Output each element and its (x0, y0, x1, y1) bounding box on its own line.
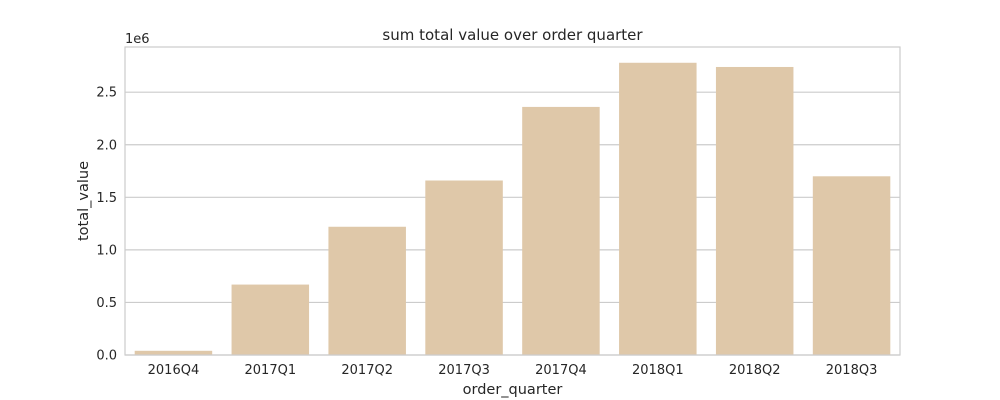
y-tick-label: 1.5 (96, 191, 117, 206)
y-tick-labels: 0.0 0.5 1.0 1.5 2.0 2.5 (96, 86, 117, 364)
x-tick-label: 2016Q4 (148, 363, 200, 378)
x-tick-label: 2017Q1 (245, 363, 297, 378)
plot-frame (124, 46, 901, 356)
y-tick-label: 0.0 (96, 349, 117, 364)
y-tick-label: 2.5 (96, 86, 117, 101)
bar-2018q2 (715, 66, 794, 356)
x-tick-labels: 2016Q4 2017Q1 2017Q2 2017Q3 2017Q4 2018Q1 2018… (148, 363, 878, 378)
x-tick-label: 2017Q2 (341, 363, 393, 378)
bar-2018q1 (619, 62, 697, 356)
x-tick-label: 2018Q3 (826, 363, 878, 378)
y-tick-label: 1.0 (96, 243, 117, 258)
x-tick-label: 2018Q1 (632, 363, 684, 378)
y-tick-label: 0.5 (96, 296, 117, 311)
y-tick-label: 2.0 (96, 138, 117, 153)
bar-2017q3 (425, 180, 503, 355)
bars (134, 62, 891, 356)
chart-title: sum total value over order quarter (382, 26, 643, 44)
x-tick-label: 2017Q4 (535, 363, 587, 378)
y-axis-offset-label: 1e6 (125, 32, 150, 47)
x-tick-label: 2017Q3 (438, 363, 490, 378)
x-tick-label: 2018Q2 (729, 363, 781, 378)
bar-2017q4 (522, 106, 600, 355)
bar-2016q4 (134, 350, 213, 355)
y-axis-label: total_value (76, 161, 92, 241)
bar-2017q2 (328, 226, 406, 355)
bar-2017q1 (231, 284, 310, 355)
x-axis-label: order_quarter (463, 382, 563, 398)
bar-2018q3 (812, 176, 891, 355)
